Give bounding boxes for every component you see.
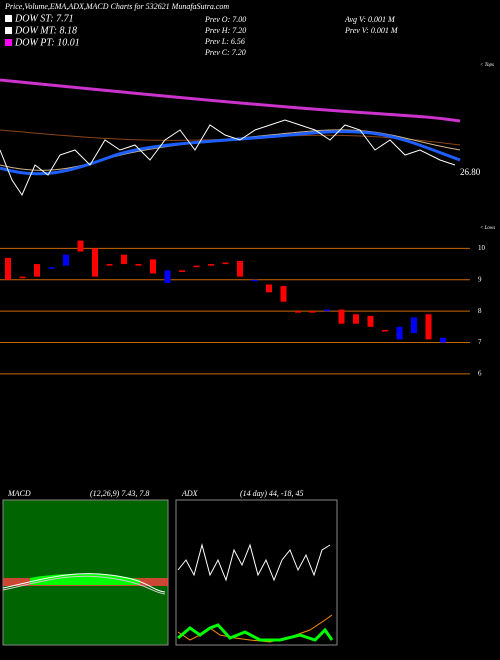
ema-short (0, 130, 461, 176)
candle-body (324, 309, 330, 312)
legend-item: DOW MT: 8.18 (14, 25, 77, 36)
y-tick-label: 7 (478, 338, 482, 346)
candle-body (193, 265, 200, 268)
minus-di (177, 614, 333, 643)
candle-body (295, 311, 301, 313)
candle-body (48, 267, 55, 269)
candle-body (63, 254, 69, 266)
candle-body (425, 314, 432, 340)
legend-swatch (5, 39, 12, 46)
prev-open: Prev O: 7.00 (204, 15, 246, 24)
signal-line (2, 575, 166, 595)
candle-body (164, 270, 171, 283)
legend-item: DOW ST: 7.71 (14, 13, 74, 24)
prev-close: Prev C: 7.20 (204, 48, 246, 57)
candle-panel: 10 9 8 7 6 (0, 240, 486, 377)
prev-high: Prev H: 7.20 (204, 26, 246, 35)
title: Price,Volume,EMA,ADX,MACD Charts for 532… (4, 2, 229, 11)
candle-body (266, 284, 272, 293)
y-tick-label: 6 (478, 369, 482, 377)
prev-low: Prev L: 6.56 (204, 37, 245, 46)
candle-body (150, 259, 156, 274)
candle-body (440, 337, 446, 343)
legend-swatch (5, 27, 12, 34)
candle-body (222, 262, 229, 265)
last-price: 26.80 (460, 167, 481, 177)
adx-params: (14 day) 44, -18, 45 (240, 489, 304, 498)
prev-volume: Prev V: 0.001 M (344, 26, 399, 35)
candle-body (382, 329, 388, 332)
y-tick-label: 9 (478, 275, 482, 283)
candle-body (19, 276, 26, 279)
adx-label: ADX (181, 489, 199, 498)
tops-label: < Tops (480, 63, 494, 68)
candle-body (135, 264, 142, 266)
legend-swatch (5, 15, 12, 22)
candle-body (411, 317, 417, 334)
candle-body (208, 264, 214, 266)
candle-body (353, 314, 359, 324)
candle-body (34, 264, 40, 277)
candle-body (251, 279, 258, 282)
candle-body (237, 260, 243, 277)
candle-body (338, 309, 345, 324)
candle-body (5, 257, 11, 280)
adx-panel (175, 499, 338, 646)
candle-body (280, 286, 287, 302)
candle-body (77, 240, 84, 252)
candle-body (367, 315, 374, 327)
legend-item: DOW PT: 10.01 (14, 37, 80, 48)
candle-body (106, 264, 113, 266)
y-tick-label: 10 (478, 244, 486, 252)
macd-panel (2, 499, 169, 646)
macd-params: (12,26,9) 7.43, 7.8 (90, 489, 149, 498)
candle-body (121, 254, 127, 265)
price-lines (0, 78, 461, 197)
plus-di (177, 623, 334, 642)
candle-body (396, 326, 403, 340)
macd-label: MACD (7, 489, 31, 498)
ema-long (0, 78, 461, 123)
ema (0, 129, 461, 146)
price-line (0, 119, 456, 197)
adx-line (177, 543, 331, 582)
y-tick-label: 8 (478, 307, 482, 315)
candle-body (179, 270, 185, 272)
lows-label: < Lows (480, 226, 495, 231)
candle-body (92, 248, 98, 277)
avg-volume: Avg V: 0.001 M (344, 15, 396, 24)
candle-body (309, 311, 316, 313)
macd-line (2, 573, 166, 593)
